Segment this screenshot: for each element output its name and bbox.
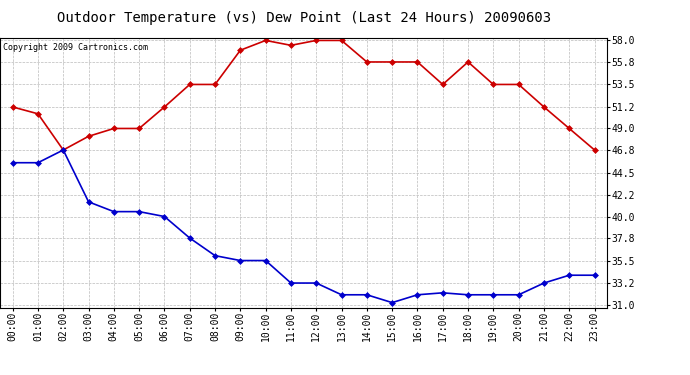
Text: Copyright 2009 Cartronics.com: Copyright 2009 Cartronics.com bbox=[3, 43, 148, 52]
Text: Outdoor Temperature (vs) Dew Point (Last 24 Hours) 20090603: Outdoor Temperature (vs) Dew Point (Last… bbox=[57, 11, 551, 25]
